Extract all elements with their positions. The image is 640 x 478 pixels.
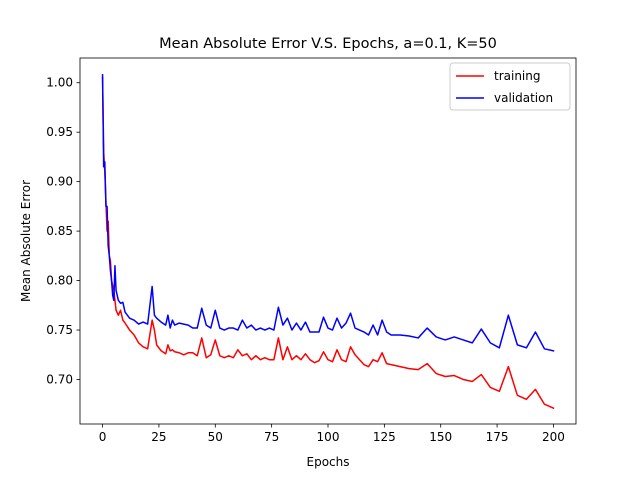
y-tick-label: 1.00	[46, 76, 73, 90]
axes: 0 25 50 75 100 125 150 175 200 0.70 0.75 0.80 0.85 0.…	[46, 57, 577, 444]
series-line-validation	[101, 74, 555, 352]
legend-label-validation: validation	[494, 91, 553, 105]
x-tick-label: 125	[373, 430, 396, 444]
y-tick-label: 0.85	[46, 224, 73, 238]
plot-area	[101, 74, 555, 410]
legend-label-training: training	[494, 69, 541, 83]
x-tick-label: 0	[99, 430, 107, 444]
x-tick-label: 150	[429, 430, 452, 444]
x-tick-label: 25	[151, 430, 166, 444]
x-tick-label: 50	[208, 430, 223, 444]
x-tick-label: 200	[542, 430, 565, 444]
chart-title: Mean Absolute Error V.S. Epochs, a=0.1, …	[159, 36, 497, 52]
x-tick-label: 100	[317, 430, 340, 444]
y-tick-label: 0.90	[46, 175, 73, 189]
y-tick-label: 0.70	[46, 372, 73, 386]
x-axis-title: Epochs	[307, 455, 350, 469]
series-line-training	[101, 77, 555, 410]
y-tick-label: 0.80	[46, 274, 73, 288]
y-tick-label: 0.95	[46, 125, 73, 139]
y-tick-label: 0.75	[46, 323, 73, 337]
x-tick-label: 175	[486, 430, 509, 444]
y-axis-title: Mean Absolute Error	[19, 180, 33, 302]
x-tick-label: 75	[264, 430, 279, 444]
legend: training validation	[449, 62, 571, 111]
